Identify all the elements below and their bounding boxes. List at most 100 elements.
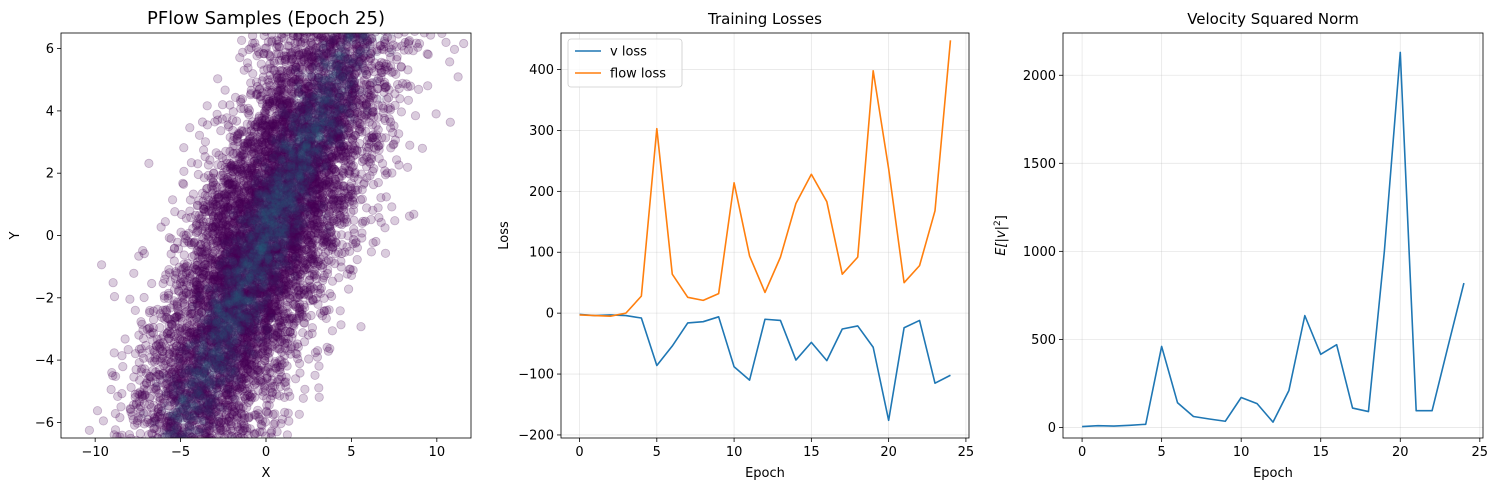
scatter-point xyxy=(309,228,320,238)
scatter-point xyxy=(220,289,230,299)
scatter-point xyxy=(316,107,326,117)
scatter-point xyxy=(215,335,225,345)
scatter-point xyxy=(162,442,170,450)
scatter-point xyxy=(226,336,236,347)
scatter-point xyxy=(275,440,283,448)
scatter-point xyxy=(289,285,299,295)
scatter-point xyxy=(202,410,212,420)
scatter-point xyxy=(445,117,455,127)
scatter-point xyxy=(459,38,469,49)
scatter-point xyxy=(195,447,203,455)
scatter-point xyxy=(110,440,118,448)
scatter-point xyxy=(132,460,140,468)
scatter-point xyxy=(314,361,324,371)
scatter-point xyxy=(126,436,133,438)
scatter-point xyxy=(304,453,312,461)
scatter-point xyxy=(250,120,260,130)
scatter-point xyxy=(212,109,222,119)
scatter-point xyxy=(244,444,252,452)
scatter-point xyxy=(281,215,292,225)
scatter-point xyxy=(287,89,297,100)
scatter-point xyxy=(295,114,305,125)
scatter-point xyxy=(243,63,253,73)
scatter-point xyxy=(242,231,252,241)
scatter-point xyxy=(203,440,211,448)
scatter-point xyxy=(245,454,253,462)
scatter-point xyxy=(298,393,308,403)
scatter-point xyxy=(263,326,273,336)
scatter-point xyxy=(356,322,366,332)
scatter-point xyxy=(197,411,207,422)
scatter-point xyxy=(113,447,121,455)
scatter-point xyxy=(121,445,129,453)
scatter-point xyxy=(229,290,239,300)
scatter-point xyxy=(208,363,219,373)
scatter-point xyxy=(239,391,249,402)
scatter-point xyxy=(295,168,305,178)
scatter-point xyxy=(325,437,330,438)
scatter-point xyxy=(162,430,172,438)
scatter-point xyxy=(137,442,145,450)
scatter-point xyxy=(361,69,372,79)
scatter-point xyxy=(201,442,209,450)
scatter-point xyxy=(233,328,243,338)
scatter-point xyxy=(145,462,153,470)
scatter-point xyxy=(138,449,146,457)
scatter-point xyxy=(200,406,210,416)
scatter-point xyxy=(237,35,247,46)
scatter-point xyxy=(417,143,427,153)
scatter-point xyxy=(303,330,314,340)
scatter-point xyxy=(226,161,236,171)
scatter-point xyxy=(396,7,404,15)
scatter-point xyxy=(342,33,352,39)
scatter-point xyxy=(162,439,170,447)
scatter-point xyxy=(238,151,248,161)
scatter-point xyxy=(339,91,349,102)
scatter-point xyxy=(371,236,381,247)
scatter-point xyxy=(395,10,403,18)
scatter-point xyxy=(366,247,376,257)
scatter-point xyxy=(416,19,424,27)
scatter-point xyxy=(201,442,209,450)
scatter-point xyxy=(312,257,323,267)
scatter-point xyxy=(134,459,142,467)
scatter-point xyxy=(239,217,249,227)
scatter-point xyxy=(129,446,137,454)
scatter-point xyxy=(242,449,250,457)
scatter-point xyxy=(256,256,266,267)
scatter-point xyxy=(96,464,104,472)
scatter-point xyxy=(390,216,400,226)
scatter-point xyxy=(327,127,337,137)
scatter-point xyxy=(387,202,397,212)
scatter-point xyxy=(226,229,236,240)
scatter-point xyxy=(411,10,419,18)
scatter-point xyxy=(226,192,236,202)
scatter-point xyxy=(329,194,339,204)
scatter-point xyxy=(322,133,332,143)
scatter-point xyxy=(212,458,220,466)
scatter-point xyxy=(160,217,170,227)
scatter-point xyxy=(181,213,191,223)
scatter-point xyxy=(182,413,192,423)
scatter-point xyxy=(196,440,204,448)
scatter-point xyxy=(389,22,397,30)
scatter-point xyxy=(302,259,312,269)
scatter-point xyxy=(286,189,296,200)
scatter-point xyxy=(189,454,197,462)
scatter-point xyxy=(220,351,230,361)
scatter-point xyxy=(263,346,273,356)
scatter-point xyxy=(146,440,154,448)
scatter-point xyxy=(220,447,228,455)
scatter-point xyxy=(389,33,396,35)
scatter-point xyxy=(215,437,220,438)
scatter-point xyxy=(361,203,372,213)
scatter-point xyxy=(194,452,202,460)
scatter-point xyxy=(356,87,366,97)
scatter-point xyxy=(250,142,260,152)
scatter-point xyxy=(259,157,270,167)
scatter-point xyxy=(275,451,283,459)
scatter-point xyxy=(189,441,197,449)
scatter-point xyxy=(120,334,130,344)
scatter-point xyxy=(270,230,280,240)
